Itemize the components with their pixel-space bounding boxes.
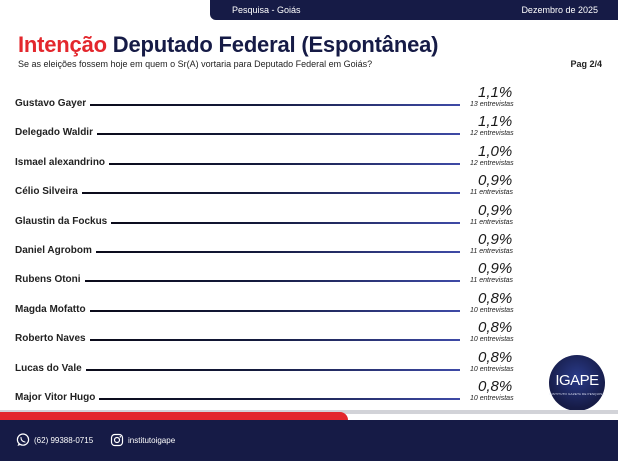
bar — [96, 251, 460, 253]
chart-row: Glaustin da Fockus 0,9% 11 entrevistas — [0, 202, 618, 235]
value-label: 0,9% — [478, 260, 513, 278]
count-label: 10 entrevistas — [470, 336, 514, 344]
chart-row: Gustavo Gayer 1,1% 13 entrevistas — [0, 84, 618, 117]
value-label: 1,0% — [478, 142, 513, 160]
count-label: 10 entrevistas — [470, 365, 514, 373]
chart-row: Célio Silveira 0,9% 11 entrevistas — [0, 172, 618, 205]
page-title: Intenção Deputado Federal (Espontânea) — [18, 32, 438, 58]
category-label: Rubens Otoni — [15, 274, 81, 286]
bar — [90, 309, 460, 312]
question-subtitle: Se as eleições fossem hoje em quem o Sr(… — [18, 59, 373, 69]
count-label: 12 entrevistas — [470, 159, 514, 167]
bar — [82, 192, 460, 195]
count-label: 11 entrevistas — [470, 277, 514, 285]
bar — [111, 221, 460, 224]
value-label: 0,8% — [478, 319, 513, 337]
chart-row: Major Vitor Hugo 0,8% 10 entrevistas — [0, 378, 618, 411]
category-label: Glaustin da Fockus — [15, 215, 108, 227]
bar — [97, 133, 460, 136]
whatsapp-icon — [16, 433, 30, 446]
count-label: 11 entrevistas — [470, 189, 514, 197]
bar — [109, 162, 460, 165]
category-label: Ismael alexandrino — [15, 156, 106, 168]
value-label: 1,1% — [478, 113, 513, 131]
category-label: Roberto Naves — [15, 333, 86, 345]
value-label: 0,8% — [478, 289, 513, 307]
title-rest: Deputado Federal (Espontânea) — [112, 32, 439, 57]
count-label: 10 entrevistas — [470, 306, 514, 314]
footer-instagram[interactable]: institutoigape — [128, 436, 176, 445]
value-label: 0,8% — [478, 378, 513, 395]
category-label: Célio Silveira — [15, 186, 78, 198]
logo-text: IGAPE — [555, 372, 599, 389]
count-label: 12 entrevistas — [470, 130, 514, 138]
category-label: Lucas do Vale — [15, 362, 82, 374]
category-label: Magda Mofatto — [15, 303, 86, 315]
count-label: 11 entrevistas — [470, 218, 514, 226]
chart-row: Rubens Otoni 0,9% 11 entrevistas — [0, 260, 618, 293]
chart-row: Ismael alexandrino 1,0% 12 entrevistas — [0, 143, 618, 176]
count-label: 10 entrevistas — [470, 395, 514, 402]
footer: (62) 99388-0715 institutoigape — [0, 420, 618, 461]
category-label: Gustavo Gayer — [15, 98, 87, 109]
chart-row: Daniel Agrobom 0,9% 11 entrevistas — [0, 231, 618, 264]
category-label: Delegado Waldir — [15, 127, 93, 139]
value-label: 0,9% — [478, 172, 513, 190]
value-label: 0,8% — [478, 348, 513, 366]
chart-row: Roberto Naves 0,8% 10 entrevistas — [0, 319, 618, 352]
category-label: Daniel Agrobom — [15, 245, 92, 256]
footer-stripe-red — [0, 412, 348, 420]
value-label: 0,9% — [478, 201, 513, 219]
bar — [99, 398, 460, 400]
chart-row: Magda Mofatto 0,8% 10 entrevistas — [0, 290, 618, 323]
count-label: 13 entrevistas — [470, 101, 514, 108]
chart-row: Lucas do Vale 0,8% 10 entrevistas — [0, 349, 618, 382]
chart-row: Delegado Waldir 1,1% 12 entrevistas — [0, 113, 618, 146]
bar — [90, 104, 460, 106]
top-bar: Pesquisa - Goiás Dezembro de 2025 — [210, 0, 618, 20]
survey-label: Pesquisa - Goiás — [232, 5, 301, 15]
category-label: Major Vitor Hugo — [15, 392, 96, 403]
date-label: Dezembro de 2025 — [521, 5, 598, 15]
title-accent: Intenção — [18, 32, 107, 57]
value-label: 0,9% — [478, 231, 513, 248]
igape-logo: IGAPE INSTITUTO GAZETA DE PESQUISA — [549, 355, 605, 411]
bar — [85, 280, 460, 283]
page-number: Pag 2/4 — [570, 59, 602, 69]
value-label: 1,1% — [478, 84, 513, 101]
logo-tagline: INSTITUTO GAZETA DE PESQUISA — [549, 392, 605, 396]
bar — [86, 368, 460, 371]
instagram-icon — [110, 433, 124, 447]
footer-phone[interactable]: (62) 99388-0715 — [34, 436, 94, 445]
count-label: 11 entrevistas — [470, 248, 514, 255]
bar — [90, 339, 460, 342]
